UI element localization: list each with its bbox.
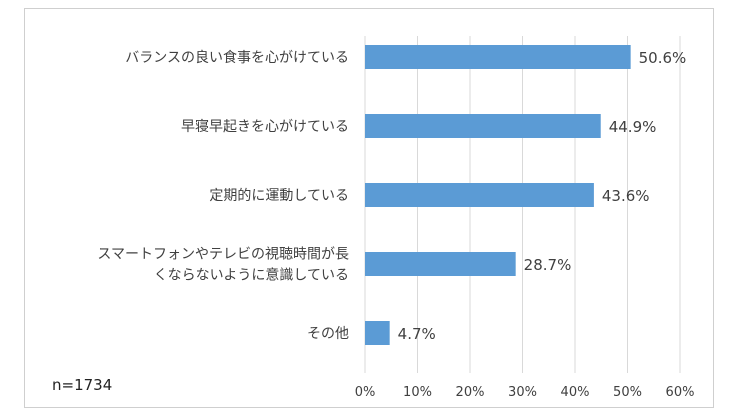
value-label: 50.6%: [639, 49, 687, 67]
x-tick-label: 30%: [508, 385, 537, 400]
x-tick-labels: 0% 10% 20% 30% 40% 50% 60%: [355, 385, 695, 400]
x-tick-label: 50%: [613, 385, 642, 400]
category-label: バランスの良い食事を心がけている: [125, 49, 349, 66]
x-tick-label: 0%: [355, 385, 376, 400]
bar: [365, 45, 631, 69]
x-tick-label: 20%: [456, 385, 485, 400]
x-tick-label: 40%: [561, 385, 590, 400]
category-label: 早寝早起きを心がけている: [181, 118, 349, 135]
category-label: 定期的に運動している: [209, 188, 349, 204]
sample-size-note: n=1734: [52, 376, 113, 394]
value-label: 44.9%: [609, 118, 657, 136]
value-label: 4.7%: [398, 325, 436, 343]
bar: [365, 321, 390, 345]
x-tick-label: 10%: [403, 385, 432, 400]
x-tick-label: 60%: [666, 385, 695, 400]
bar: [365, 114, 601, 138]
category-labels: バランスの良い食事を心がけている早寝早起きを心がけている定期的に運動しているスマ…: [97, 49, 349, 342]
bar: [365, 183, 594, 207]
category-label: スマートフォンやテレビの視聴時間が長くならないように意識している: [97, 247, 349, 284]
value-label: 28.7%: [524, 256, 572, 274]
value-labels: 50.6% 44.9% 43.6% 28.7% 4.7%: [398, 49, 687, 343]
category-label: その他: [307, 326, 349, 342]
bar: [365, 252, 516, 276]
value-label: 43.6%: [602, 187, 650, 205]
bars: [365, 45, 631, 345]
